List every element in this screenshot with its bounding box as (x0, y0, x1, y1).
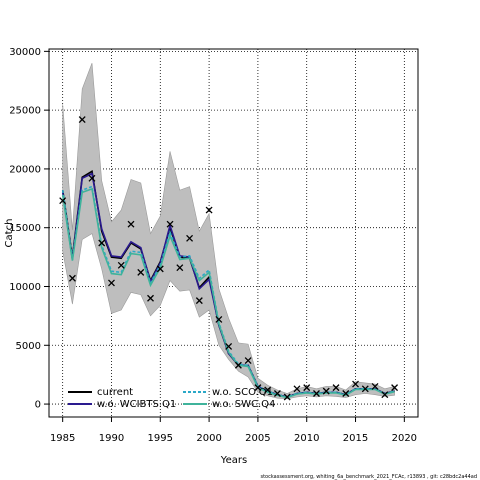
observed-point (156, 265, 164, 273)
observed-point (108, 279, 115, 287)
y-tick-label: 20000 (9, 164, 41, 175)
x-tick-label: 1990 (99, 433, 124, 444)
observed-point (215, 315, 223, 323)
observed-point (205, 206, 213, 214)
observed-point (147, 294, 154, 302)
observed-point (391, 384, 399, 392)
legend-label: w.o. SWC.Q4 (212, 399, 275, 410)
observed-point (176, 264, 184, 272)
x-tick-label: 2000 (196, 433, 221, 444)
x-tick-label: 2010 (294, 433, 319, 444)
observed-point (283, 393, 291, 401)
observed-point (127, 220, 135, 228)
y-tick-label: 30000 (9, 47, 41, 58)
legend-item: w.o. WCIBTS.Q1 (68, 399, 176, 410)
observed-point (361, 385, 369, 393)
y-tick-label: 15000 (9, 223, 41, 234)
series-layer (61, 170, 395, 399)
x-tick-label: 2005 (245, 433, 270, 444)
y-tick-label: 5000 (16, 341, 41, 352)
observed-point (186, 234, 194, 242)
observed-point (342, 390, 350, 397)
x-tick-label: 1995 (148, 433, 173, 444)
confidence-band (62, 62, 395, 400)
observed-point (273, 390, 281, 397)
series-line-3 (61, 187, 395, 399)
x-axis-title: Years (220, 455, 247, 466)
x-tick-label: 1985 (50, 433, 75, 444)
x-tick-label: 2015 (343, 433, 368, 444)
legend-label: current (97, 387, 133, 398)
observed-points-layer (59, 116, 399, 401)
x-tick-label: 2020 (392, 433, 417, 444)
observed-point (313, 390, 320, 397)
legend-label: w.o. WCIBTS.Q1 (97, 399, 176, 410)
footnote: stockassessment.org, whiting_6a_benchmar… (260, 474, 477, 480)
confidence-band-layer (62, 62, 395, 400)
observed-point (78, 116, 86, 124)
observed-point (293, 385, 301, 393)
observed-point (234, 361, 242, 369)
y-tick-label: 25000 (9, 106, 41, 117)
observed-point (352, 380, 359, 388)
observed-point (88, 174, 96, 182)
legend-item: w.o. SCO.Q1 (183, 387, 273, 398)
y-tick-label: 0 (35, 400, 41, 411)
axis-layer: 1985 1990 1995 2000 2005 2010 2015 2020 0 5000 100… (9, 47, 417, 444)
observed-point (244, 357, 252, 365)
observed-point (303, 384, 311, 392)
observed-point (322, 387, 330, 395)
observed-point (381, 391, 389, 399)
observed-point (59, 197, 67, 205)
legend-item: w.o. SWC.Q4 (183, 399, 275, 410)
observed-point (117, 261, 125, 269)
observed-point (195, 297, 203, 305)
observed-point (332, 384, 340, 392)
legend-item: current (68, 387, 133, 398)
observed-point (371, 382, 379, 390)
observed-point (68, 274, 76, 282)
observed-point (254, 384, 262, 392)
plot-frame (48, 48, 419, 418)
observed-point (264, 386, 272, 394)
y-axis-title: Catch (4, 219, 15, 248)
legend-label: w.o. SCO.Q1 (212, 387, 273, 398)
observed-point (166, 220, 174, 228)
observed-point (98, 239, 106, 247)
observed-point (137, 268, 145, 276)
observed-point (225, 342, 233, 350)
y-tick-label: 10000 (9, 282, 41, 293)
